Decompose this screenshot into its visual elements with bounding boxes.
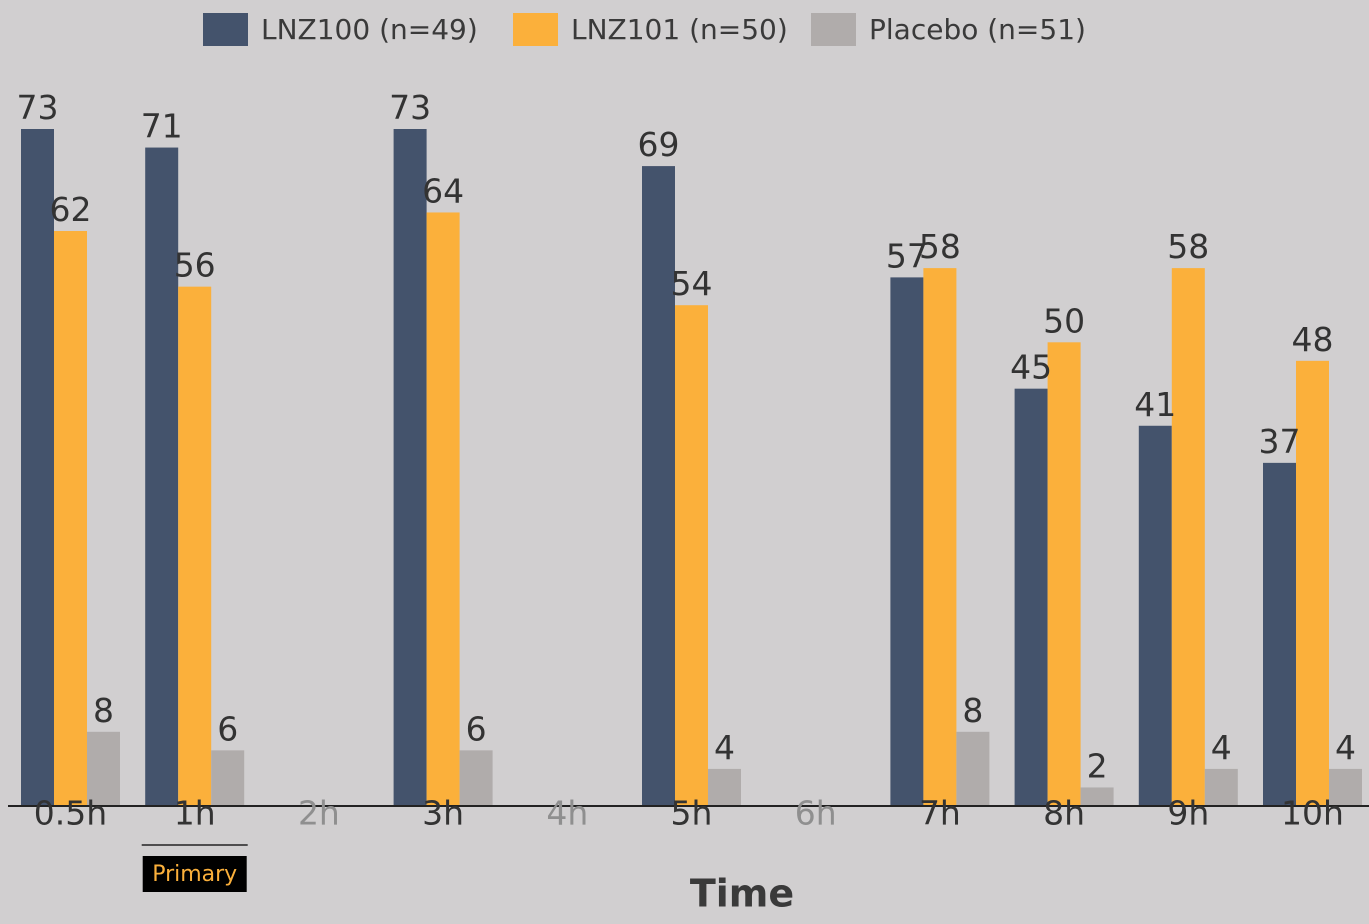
value-label-lnz100-n-49-3h: 73 xyxy=(389,88,431,127)
value-label-lnz101-n-50-3h: 64 xyxy=(422,171,464,210)
bar-placebo-n-51-3h xyxy=(459,750,493,806)
value-label-lnz100-n-49-1h: 71 xyxy=(141,107,183,146)
bar-lnz101-n-50-9h xyxy=(1171,268,1205,806)
value-label-placebo-n-51-3h: 6 xyxy=(466,709,487,748)
bar-placebo-n-51-8h xyxy=(1080,787,1114,806)
annotations: Primary xyxy=(141,844,248,892)
value-label-lnz101-n-50-10h: 48 xyxy=(1292,320,1334,359)
bars xyxy=(21,129,1362,807)
x-tick-label-6h: 6h xyxy=(795,794,837,833)
value-label-placebo-n-51-9h: 4 xyxy=(1211,728,1232,767)
value-label-lnz101-n-50-8h: 50 xyxy=(1043,301,1085,340)
bar-lnz100-n-49-0-5h xyxy=(21,129,54,806)
legend: LNZ100 (n=49) LNZ101 (n=50) Placebo (n=51) xyxy=(203,13,1086,46)
bar-lnz100-n-49-7h xyxy=(890,277,924,807)
value-label-lnz100-n-49-7h: 57 xyxy=(886,236,928,275)
legend-swatch-lnz100-n-49 xyxy=(203,13,248,46)
value-label-placebo-n-51-8h: 2 xyxy=(1087,746,1108,785)
bar-lnz100-n-49-8h xyxy=(1014,388,1048,806)
x-tick-label-10h: 10h xyxy=(1281,794,1344,833)
annotation-badge-primary xyxy=(142,856,247,892)
bar-lnz101-n-50-1h xyxy=(178,286,212,806)
x-tick-label-2h: 2h xyxy=(298,794,340,833)
bar-placebo-n-51-9h xyxy=(1204,768,1238,806)
legend-swatch-lnz101-n-50 xyxy=(513,13,558,46)
value-label-lnz100-n-49-5h: 69 xyxy=(638,125,680,164)
value-label-placebo-n-51-0-5h: 8 xyxy=(93,691,114,730)
x-tick-label-8h: 8h xyxy=(1043,794,1085,833)
bar-placebo-n-51-7h xyxy=(956,731,990,806)
bar-placebo-n-51-10h xyxy=(1329,768,1362,806)
value-label-lnz101-n-50-7h: 58 xyxy=(919,227,961,266)
x-tick-label-7h: 7h xyxy=(919,794,961,833)
annotation-label-primary: Primary xyxy=(152,862,237,887)
x-axis-tick-labels: 0.5h 1h 2h 3h 4h 5h 6h 7h 8h 9h 10h xyxy=(34,794,1344,833)
value-label-lnz101-n-50-5h: 54 xyxy=(671,264,713,303)
value-label-lnz101-n-50-1h: 56 xyxy=(174,246,216,285)
legend-label-placebo-n-51: Placebo (n=51) xyxy=(869,13,1086,46)
bar-lnz100-n-49-10h xyxy=(1263,462,1296,806)
bar-lnz101-n-50-0-5h xyxy=(54,231,87,807)
bar-lnz100-n-49-9h xyxy=(1138,425,1172,806)
x-tick-label-1h: 1h xyxy=(174,794,216,833)
legend-swatch-placebo-n-51 xyxy=(811,13,856,46)
legend-label-lnz100-n-49: LNZ100 (n=49) xyxy=(261,13,478,46)
x-tick-label-0-5h: 0.5h xyxy=(34,794,107,833)
bar-placebo-n-51-5h xyxy=(708,768,741,806)
value-label-lnz101-n-50-0-5h: 62 xyxy=(50,190,92,229)
x-tick-label-3h: 3h xyxy=(422,794,464,833)
x-tick-label-5h: 5h xyxy=(671,794,713,833)
legend-label-lnz101-n-50: LNZ101 (n=50) xyxy=(571,13,788,46)
x-axis-title: Time xyxy=(690,872,794,916)
value-label-lnz100-n-49-9h: 41 xyxy=(1134,385,1176,424)
value-label-lnz100-n-49-8h: 45 xyxy=(1010,348,1052,387)
bar-lnz101-n-50-7h xyxy=(923,268,957,806)
bar-lnz101-n-50-10h xyxy=(1296,360,1329,806)
value-label-placebo-n-51-10h: 4 xyxy=(1335,728,1356,767)
bar-lnz101-n-50-3h xyxy=(426,212,460,806)
bar-lnz101-n-50-5h xyxy=(675,305,708,806)
bar-lnz101-n-50-8h xyxy=(1047,342,1081,806)
bar-placebo-n-51-1h xyxy=(211,750,245,806)
value-label-lnz100-n-49-10h: 37 xyxy=(1259,422,1301,461)
value-label-placebo-n-51-1h: 6 xyxy=(217,709,238,748)
bar-lnz100-n-49-1h xyxy=(145,147,179,806)
bar-lnz100-n-49-3h xyxy=(393,129,427,806)
bar-lnz100-n-49-5h xyxy=(642,166,675,806)
bar-placebo-n-51-0-5h xyxy=(87,731,120,806)
value-label-placebo-n-51-5h: 4 xyxy=(714,728,735,767)
value-label-lnz100-n-49-0-5h: 73 xyxy=(17,88,59,127)
value-label-placebo-n-51-7h: 8 xyxy=(962,691,983,730)
value-label-lnz101-n-50-9h: 58 xyxy=(1167,227,1209,266)
x-tick-label-9h: 9h xyxy=(1167,794,1209,833)
x-tick-label-4h: 4h xyxy=(546,794,588,833)
